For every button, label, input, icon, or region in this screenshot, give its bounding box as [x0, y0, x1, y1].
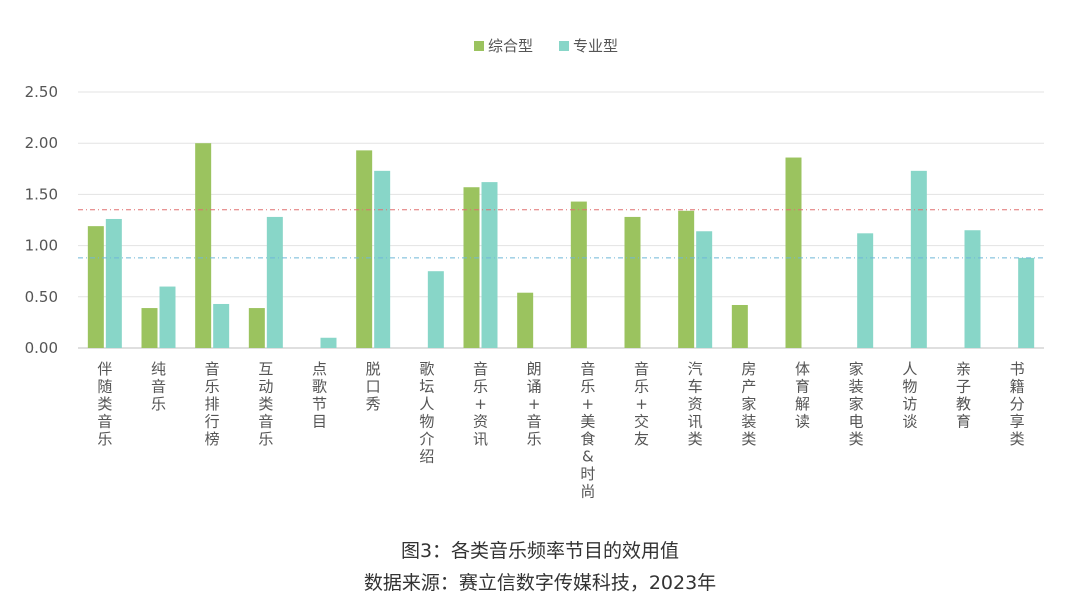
x-category-label: 房产家装类 [741, 360, 756, 448]
x-category-label: 朗诵+音乐 [527, 360, 542, 448]
bar [374, 170, 391, 348]
data-source: 数据来源：赛立信数字传媒科技，2023年 [363, 572, 717, 594]
bar [964, 230, 981, 348]
bar [213, 303, 230, 348]
x-category-label: 体育解读 [795, 360, 810, 431]
bar [266, 216, 283, 348]
x-category-label: 点歌节目 [312, 360, 327, 431]
bar [481, 182, 498, 348]
legend-label: 专业型 [573, 37, 618, 55]
x-category-label: 音乐排行榜 [205, 360, 220, 448]
bar [731, 304, 748, 348]
bar [87, 226, 104, 348]
bar [105, 218, 122, 348]
x-category-label: 伴随类音乐 [97, 360, 112, 448]
x-category-label: 音乐+资讯 [473, 360, 488, 448]
x-category-label: 人物访谈 [902, 360, 917, 431]
legend-swatch [559, 41, 569, 51]
y-tick-label: 1.00 [25, 237, 58, 255]
chart: 0.00 0.50 1.00 1.50 2.00 2.50 伴随类音乐 纯音乐 音乐排行榜 互动类… [25, 37, 1044, 501]
bar [141, 308, 158, 348]
bar [356, 150, 373, 348]
bar [427, 271, 444, 348]
legend-label: 综合型 [488, 37, 533, 55]
x-category-label: 互动类音乐 [258, 360, 273, 448]
bar [678, 210, 695, 348]
x-category-label: 歌坛人物介绍 [419, 360, 434, 466]
y-tick-label: 2.50 [25, 83, 58, 101]
bar [320, 337, 337, 348]
x-category-label: 家装家电类 [849, 360, 864, 448]
x-category-label: 脱口秀 [366, 360, 381, 413]
bar [570, 201, 587, 348]
bar [1018, 257, 1035, 348]
bar [910, 170, 927, 348]
y-tick-label: 1.50 [25, 185, 58, 203]
y-tick-label: 0.00 [25, 339, 58, 357]
bar [517, 292, 534, 348]
legend-swatch [474, 41, 484, 51]
bar [696, 231, 713, 348]
bar [857, 233, 874, 348]
x-category-label: 亲子教育 [956, 360, 971, 431]
y-tick-label: 0.50 [25, 288, 58, 306]
bar [785, 157, 802, 348]
y-tick-label: 2.00 [25, 134, 58, 152]
x-category-label: 音乐+美食&时尚 [580, 360, 595, 501]
x-category-label: 音乐+交友 [634, 360, 649, 448]
bar [624, 216, 641, 348]
x-category-label: 书籍分享类 [1010, 360, 1025, 448]
x-category-label: 汽车资讯类 [688, 360, 703, 448]
x-category-label: 纯音乐 [151, 360, 166, 413]
figure-caption: 图3：各类音乐频率节目的效用值 [400, 540, 680, 562]
bar [159, 286, 176, 348]
bar [463, 187, 480, 348]
bar [248, 308, 265, 348]
bar [195, 143, 212, 348]
